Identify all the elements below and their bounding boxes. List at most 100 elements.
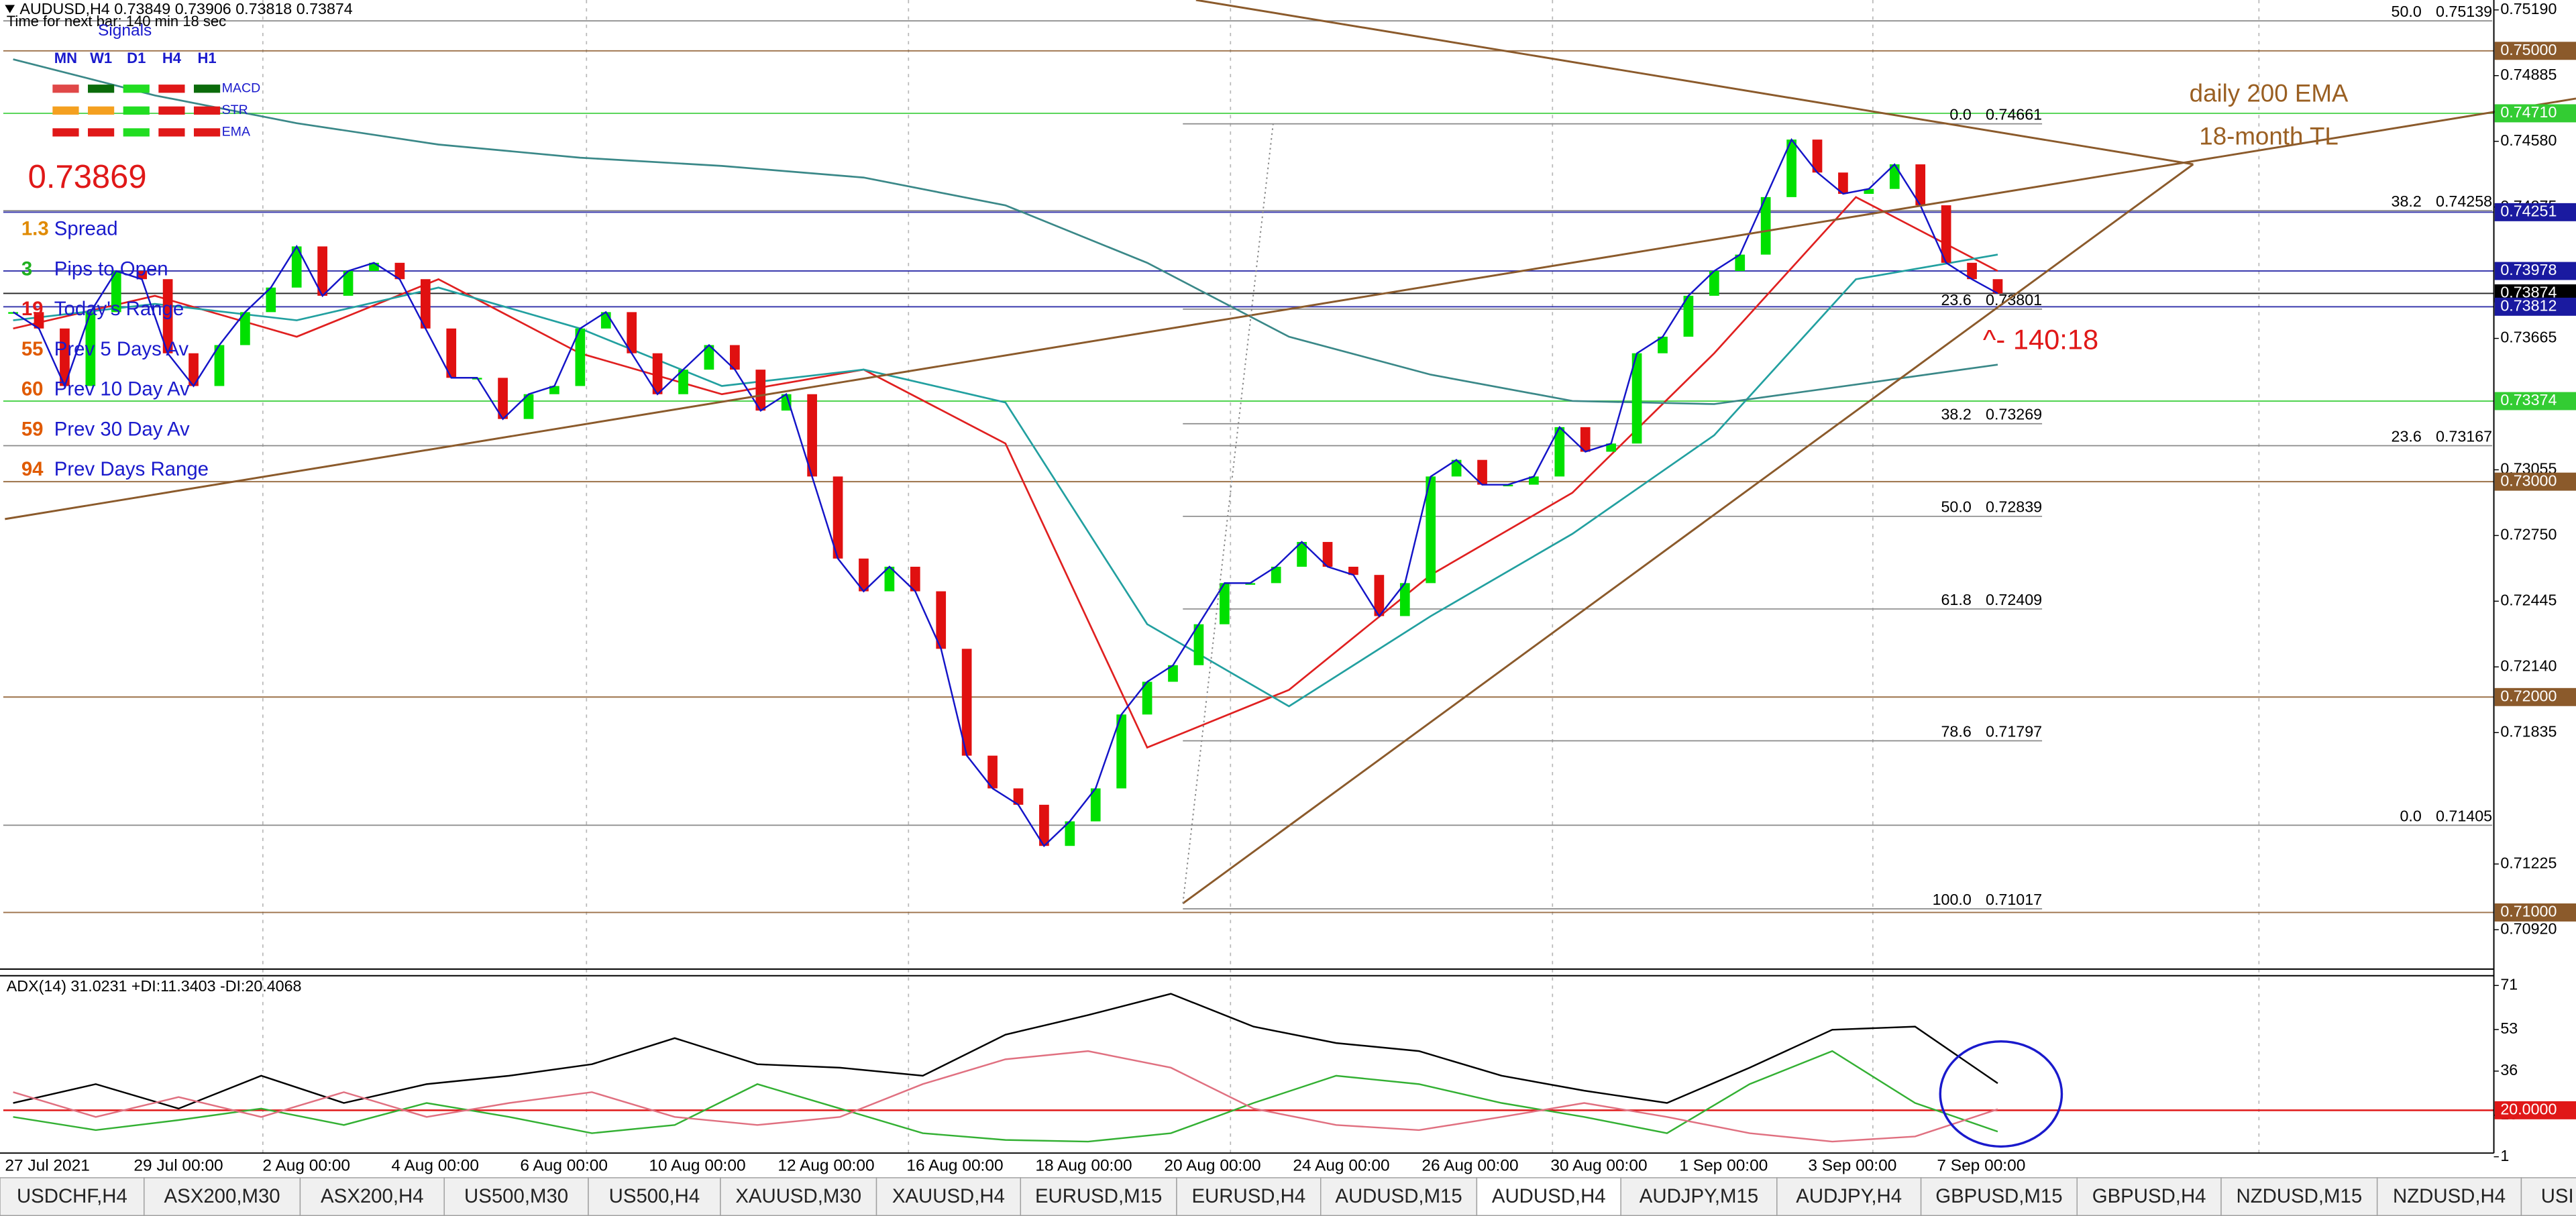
tab[interactable]: AUDJPY,H4 bbox=[1776, 1177, 1922, 1216]
tab[interactable]: AUDJPY,M15 bbox=[1620, 1177, 1778, 1216]
tab-label[interactable]: NZDUSD,M15 bbox=[2236, 1185, 2362, 1207]
tab[interactable]: USI bbox=[2520, 1177, 2576, 1216]
tab[interactable]: AUDUSD,H4 bbox=[1476, 1177, 1621, 1216]
candle bbox=[1271, 566, 1281, 584]
fib-price: 0.71405 bbox=[2436, 807, 2492, 824]
tab[interactable]: XAUUSD,M30 bbox=[720, 1177, 877, 1216]
candle bbox=[1220, 583, 1230, 624]
candle bbox=[1838, 172, 1848, 195]
tab-label[interactable]: ASX200,H4 bbox=[321, 1185, 424, 1207]
tab-background[interactable] bbox=[144, 1177, 301, 1216]
candle bbox=[137, 271, 148, 280]
tab-background[interactable] bbox=[1620, 1177, 1778, 1216]
info-value: 60 bbox=[21, 378, 44, 400]
candle bbox=[1065, 821, 1075, 846]
price-level-label: 0.73374 bbox=[2500, 391, 2557, 408]
tab-label[interactable]: AUDUSD,M15 bbox=[1335, 1185, 1462, 1207]
tab[interactable]: AUDUSD,M15 bbox=[1320, 1177, 1478, 1216]
tab-background[interactable] bbox=[0, 1177, 145, 1216]
price-display: 0.73869 bbox=[28, 159, 147, 195]
tab-background[interactable] bbox=[2220, 1177, 2378, 1216]
candle bbox=[498, 378, 508, 419]
x-tick-label: 10 Aug 00:00 bbox=[649, 1156, 745, 1174]
tab[interactable]: USDCHF,H4 bbox=[0, 1177, 145, 1216]
tab[interactable]: NZDUSD,M15 bbox=[2220, 1177, 2378, 1216]
info-label: Prev 30 Day Av bbox=[54, 418, 190, 440]
tab[interactable]: XAUUSD,H4 bbox=[875, 1177, 1022, 1216]
candle bbox=[394, 262, 405, 280]
tab-label[interactable]: EURUSD,M15 bbox=[1035, 1185, 1162, 1207]
fib-price: 0.73167 bbox=[2436, 427, 2492, 445]
tab-label[interactable]: XAUUSD,H4 bbox=[892, 1185, 1005, 1207]
fib-level: 61.8 bbox=[1941, 591, 1972, 608]
tab-label[interactable]: USI bbox=[2541, 1185, 2574, 1207]
trendlines bbox=[5, 0, 2576, 905]
tab[interactable]: ASX200,H4 bbox=[299, 1177, 445, 1216]
timeframe-label: W1 bbox=[90, 50, 112, 66]
tab-label[interactable]: USDCHF,H4 bbox=[17, 1185, 127, 1207]
indicator-line bbox=[13, 1050, 1998, 1143]
candle bbox=[1322, 542, 1333, 567]
tab[interactable]: GBPUSD,H4 bbox=[2076, 1177, 2222, 1216]
price-level-tag bbox=[2494, 104, 2576, 123]
candle bbox=[1709, 271, 1719, 296]
fib-level: 23.6 bbox=[1941, 291, 1972, 309]
signal-cell bbox=[88, 106, 115, 115]
x-tick-label: 6 Aug 00:00 bbox=[520, 1156, 608, 1174]
candle bbox=[1451, 459, 1462, 477]
tab-background[interactable] bbox=[2076, 1177, 2222, 1216]
tab-label[interactable]: NZDUSD,H4 bbox=[2393, 1185, 2506, 1207]
info-label: Prev 5 Days Av bbox=[54, 338, 189, 360]
tab-background[interactable] bbox=[1776, 1177, 1922, 1216]
tab-background[interactable] bbox=[1176, 1177, 1322, 1216]
tab-label[interactable]: XAUUSD,M30 bbox=[735, 1185, 861, 1207]
tab-label[interactable]: AUDUSD,H4 bbox=[1492, 1185, 1606, 1207]
price-level-label: 0.73978 bbox=[2500, 261, 2557, 278]
tab-background[interactable] bbox=[299, 1177, 445, 1216]
tab-label[interactable]: GBPUSD,M15 bbox=[1935, 1185, 2062, 1207]
candle bbox=[1374, 575, 1385, 616]
tab-label[interactable]: US500,H4 bbox=[609, 1185, 700, 1207]
x-tick-label: 29 Jul 00:00 bbox=[133, 1156, 223, 1174]
candle bbox=[1090, 788, 1101, 822]
candle bbox=[1426, 476, 1436, 584]
candle bbox=[1142, 681, 1152, 715]
fib-price: 0.74661 bbox=[1986, 106, 2042, 123]
tab[interactable]: NZDUSD,H4 bbox=[2376, 1177, 2522, 1216]
tab-label[interactable]: ASX200,M30 bbox=[164, 1185, 280, 1207]
tab-label[interactable]: EURUSD,H4 bbox=[1191, 1185, 1305, 1207]
tab[interactable]: US500,M30 bbox=[443, 1177, 589, 1216]
adx-panel: ADX(14) 31.0231 +DI:11.3403 -DI:20.4068 bbox=[3, 977, 2494, 1143]
candle bbox=[1554, 427, 1565, 477]
tab[interactable]: EURUSD,H4 bbox=[1176, 1177, 1322, 1216]
tab-background[interactable] bbox=[443, 1177, 589, 1216]
info-label: Pips to Open bbox=[54, 258, 168, 280]
tab[interactable]: ASX200,M30 bbox=[144, 1177, 301, 1216]
price-level-tag bbox=[2494, 472, 2576, 491]
tab[interactable]: EURUSD,M15 bbox=[1020, 1177, 1177, 1216]
tab-label[interactable]: AUDJPY,H4 bbox=[1796, 1185, 1902, 1207]
tab-background[interactable] bbox=[875, 1177, 1022, 1216]
tab-label[interactable]: US500,M30 bbox=[464, 1185, 568, 1207]
fib-price: 0.72409 bbox=[1986, 591, 2042, 608]
tab-background[interactable] bbox=[588, 1177, 721, 1216]
info-panel: 1.3 Spread 3 Pips to Open 19 Today's Range 55 P… bbox=[21, 218, 209, 481]
tab-label[interactable]: GBPUSD,H4 bbox=[2092, 1185, 2206, 1207]
tab[interactable]: GBPUSD,M15 bbox=[1920, 1177, 2078, 1216]
tab-background[interactable] bbox=[2520, 1177, 2576, 1216]
tab-label[interactable]: AUDJPY,M15 bbox=[1640, 1185, 1758, 1207]
tab-background[interactable] bbox=[1476, 1177, 1621, 1216]
candle bbox=[1941, 205, 1951, 263]
tabs: USDCHF,H4 ASX200,M30 ASX200,H4 US500,M30 US5… bbox=[0, 1177, 2576, 1216]
tab-background[interactable] bbox=[1320, 1177, 1478, 1216]
fib-price: 0.73269 bbox=[1986, 406, 2042, 423]
timeframe-label: MN bbox=[54, 50, 77, 66]
tab-background[interactable] bbox=[1020, 1177, 1177, 1216]
tab[interactable]: US500,H4 bbox=[588, 1177, 721, 1216]
y-tick-label: 1 bbox=[2500, 1147, 2509, 1164]
collapse-arrow[interactable] bbox=[5, 5, 15, 13]
candle bbox=[1786, 140, 1796, 197]
trendline bbox=[1182, 163, 2194, 905]
candle bbox=[317, 246, 327, 296]
